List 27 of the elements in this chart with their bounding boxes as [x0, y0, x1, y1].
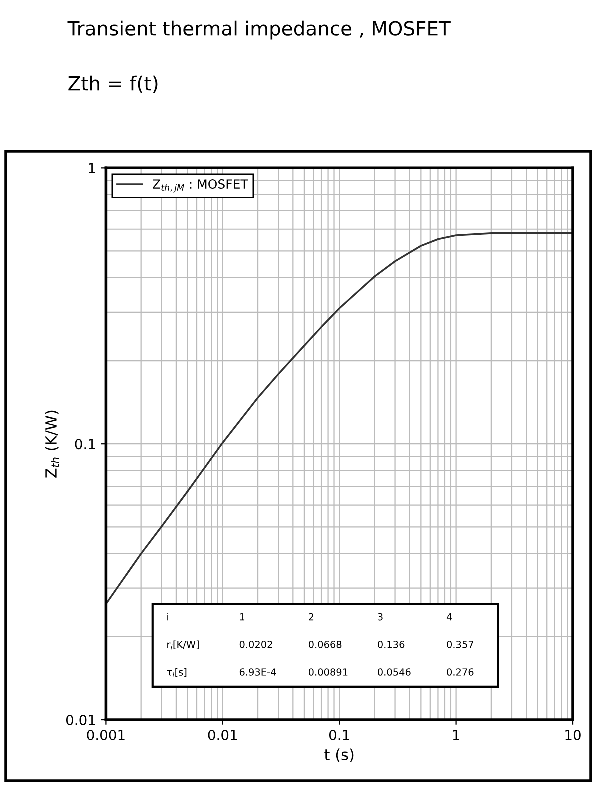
x-tick-label: 0.1: [329, 730, 350, 740]
legend-label: Z$_{th,jM}$ : MOSFET: [153, 180, 248, 193]
x-tick-label: 0.001: [87, 730, 125, 740]
x-tick-label: 1: [453, 730, 460, 740]
annotation: 0.0546: [378, 668, 411, 676]
annotation: 0.0202: [240, 640, 272, 648]
y-tick-label: 0.01: [66, 714, 96, 726]
y-axis-title: Z$_{th}$ (K/W): [45, 410, 60, 478]
x-tick-label: 10: [566, 730, 581, 740]
y-tick-label: 1: [89, 163, 96, 174]
annotation: 1: [240, 614, 245, 621]
chart-title: Transient thermal impedance , MOSFET: [68, 20, 451, 40]
annotation: 0.0668: [308, 640, 342, 648]
annotation: 2: [309, 613, 314, 621]
x-tick-label: 0.01: [208, 730, 238, 740]
annotation: r$_{i}$[K/W]: [168, 640, 199, 650]
x-axis-title: t (s): [324, 748, 354, 762]
annotation: 4: [446, 614, 452, 621]
annotation: 0.357: [447, 640, 474, 648]
annotation: 0.00891: [308, 668, 348, 676]
annotation: 0.276: [447, 668, 474, 676]
annotation: 3: [378, 613, 383, 621]
chart-subtitle: Zth = f(t): [68, 76, 158, 94]
annotation: 0.136: [378, 640, 405, 648]
annotation: 6.93E-4: [240, 668, 276, 676]
annotation: τ$_{i}$[s]: [167, 668, 187, 678]
y-tick-label: 0.1: [75, 439, 96, 450]
